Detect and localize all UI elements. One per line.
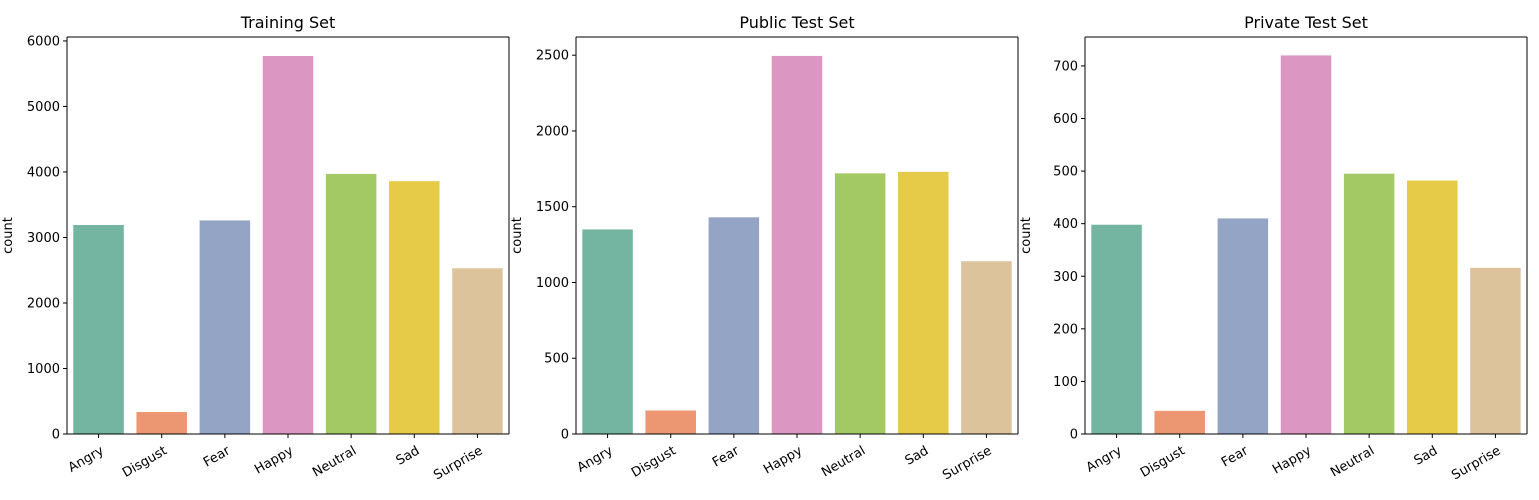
y-tick-label: 500: [1053, 165, 1078, 180]
x-tick-label: Neutral: [1328, 443, 1377, 480]
x-tick-label: Neutral: [819, 443, 868, 480]
y-tick-label: 1500: [536, 200, 569, 215]
bar-surprise: [1470, 267, 1521, 434]
bar-disgust: [1154, 410, 1205, 434]
bar-surprise: [961, 261, 1012, 434]
bar-neutral: [834, 173, 886, 434]
chart-title: Training Set: [240, 13, 336, 32]
y-tick-label: 3000: [27, 231, 60, 246]
bar-happy: [1280, 55, 1332, 435]
y-axis-label: count: [510, 217, 525, 254]
x-tick-label: Disgust: [120, 443, 170, 480]
y-tick-label: 700: [1053, 59, 1078, 74]
chart-title: Public Test Set: [739, 13, 854, 32]
y-axis-label: count: [1019, 217, 1034, 254]
bar-fear: [708, 217, 760, 434]
bar-disgust: [645, 410, 696, 434]
x-tick-label: Disgust: [629, 443, 679, 480]
y-tick-label: 0: [561, 428, 569, 443]
x-tick-label: Surprise: [1449, 443, 1503, 483]
y-tick-label: 1000: [27, 362, 60, 377]
y-tick-label: 2500: [536, 49, 569, 64]
chart-title: Private Test Set: [1244, 13, 1368, 32]
x-tick-label: Surprise: [431, 443, 485, 483]
y-tick-label: 400: [1053, 217, 1078, 232]
x-tick-label: Surprise: [940, 443, 994, 483]
x-tick-label: Neutral: [310, 443, 359, 480]
bar-fear: [1217, 218, 1269, 434]
bar-angry: [582, 229, 633, 434]
bar-sad: [898, 171, 949, 435]
bar-fear: [199, 220, 251, 434]
x-tick-label: Fear: [201, 443, 233, 470]
x-tick-label: Fear: [1219, 443, 1251, 470]
bar-angry: [1091, 224, 1142, 434]
bar-sad: [1407, 180, 1458, 434]
x-tick-label: Sad: [903, 443, 932, 468]
y-tick-label: 0: [1070, 428, 1078, 443]
x-tick-label: Happy: [252, 443, 296, 477]
bar-surprise: [452, 268, 503, 434]
x-tick-label: Sad: [1412, 443, 1441, 468]
y-tick-label: 500: [544, 352, 569, 367]
y-tick-label: 5000: [27, 100, 60, 115]
x-tick-label: Angry: [575, 443, 616, 475]
y-tick-label: 2000: [536, 124, 569, 139]
y-tick-label: 4000: [27, 165, 60, 180]
y-tick-label: 6000: [27, 34, 60, 49]
chart-panel-3: 0 100 200 300 400 500 600 700 Angry Disgust Fear Ha…: [1019, 13, 1528, 483]
x-tick-label: Sad: [394, 443, 423, 468]
chart-panel-2: 0 500 1000 1500 2000 2500 Angry Disgust Fear Happ…: [510, 13, 1019, 483]
y-tick-label: 300: [1053, 270, 1078, 285]
x-tick-label: Disgust: [1138, 443, 1188, 480]
x-tick-label: Angry: [66, 443, 107, 475]
y-tick-label: 100: [1053, 375, 1078, 390]
chart-panel-1: 0 1000 2000 3000 4000 5000 6000 Angry Disgust Fea…: [1, 13, 510, 483]
y-tick-label: 0: [52, 428, 60, 443]
bar-happy: [771, 55, 823, 434]
y-tick-label: 2000: [27, 296, 60, 311]
x-tick-label: Fear: [710, 443, 742, 470]
bar-neutral: [325, 173, 377, 435]
bar-neutral: [1343, 173, 1395, 434]
x-tick-label: Happy: [1270, 443, 1314, 477]
x-tick-label: Happy: [761, 443, 805, 477]
bar-sad: [389, 181, 440, 434]
bar-disgust: [136, 412, 187, 434]
y-tick-label: 200: [1053, 322, 1078, 337]
y-axis-label: count: [1, 217, 16, 254]
bar-happy: [262, 56, 314, 434]
y-tick-label: 600: [1053, 112, 1078, 127]
y-tick-label: 1000: [536, 276, 569, 291]
bar-angry: [73, 225, 124, 434]
x-tick-label: Angry: [1084, 443, 1125, 475]
